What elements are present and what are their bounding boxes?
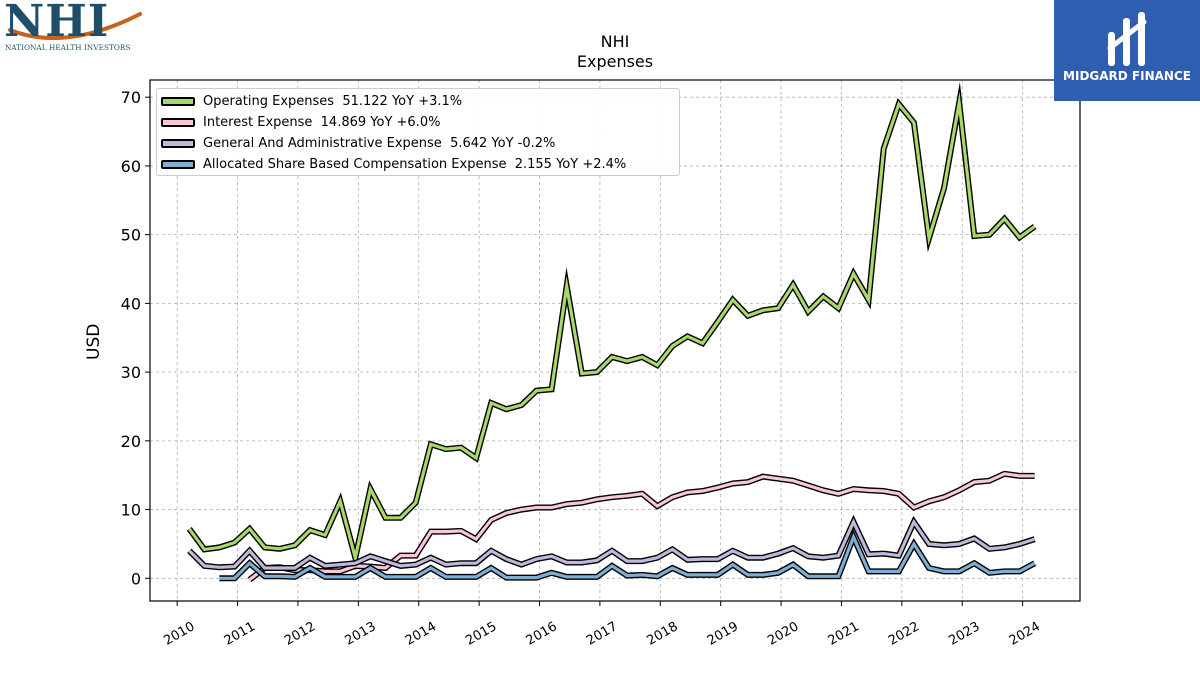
legend-swatch bbox=[161, 96, 195, 106]
x-tick-label: 2021 bbox=[826, 619, 862, 649]
chart-legend: Operating Expenses 51.122 YoY +3.1% Inte… bbox=[156, 88, 680, 176]
y-tick-label: 60 bbox=[121, 157, 141, 176]
series-line bbox=[188, 91, 1036, 565]
x-tick-label: 2024 bbox=[1007, 619, 1043, 649]
chart-title: NHI bbox=[600, 32, 630, 51]
x-tick-label: 2018 bbox=[644, 619, 680, 649]
legend-item-operating-expenses: Operating Expenses 51.122 YoY +3.1% bbox=[161, 91, 462, 111]
y-tick-label: 0 bbox=[131, 569, 141, 588]
x-tick-label: 2013 bbox=[343, 619, 379, 649]
x-tick-label: 2016 bbox=[524, 619, 560, 649]
x-tick-label: 2023 bbox=[946, 619, 982, 649]
logo-subtitle: NATIONAL HEALTH INVESTORS bbox=[5, 43, 131, 52]
x-tick-label: 2022 bbox=[886, 619, 922, 649]
legend-item-share-based-compensation: Allocated Share Based Compensation Expen… bbox=[161, 154, 626, 174]
legend-swatch bbox=[161, 138, 195, 148]
y-tick-label: 40 bbox=[121, 294, 141, 313]
y-tick-label: 20 bbox=[121, 432, 141, 451]
x-tick-label: 2011 bbox=[222, 619, 258, 649]
series-line bbox=[248, 472, 1035, 581]
legend-item-interest-expense: Interest Expense 14.869 YoY +6.0% bbox=[161, 112, 440, 132]
series-line bbox=[188, 518, 1036, 570]
y-tick-label: 30 bbox=[121, 363, 141, 382]
chart-subtitle: Expenses bbox=[576, 52, 654, 71]
midgard-finance-logo: MIDGARD FINANCE bbox=[1054, 0, 1200, 101]
x-tick-label: 2019 bbox=[705, 619, 741, 649]
y-axis-label: USD bbox=[84, 323, 104, 360]
nhi-logo: NHI NATIONAL HEALTH INVESTORS bbox=[4, 0, 146, 54]
x-tick-label: 2015 bbox=[463, 619, 499, 649]
plot-frame bbox=[149, 79, 1081, 602]
midgard-mark-icon bbox=[1107, 12, 1147, 66]
y-tick-label: 70 bbox=[121, 88, 141, 107]
legend-label: Allocated Share Based Compensation Expen… bbox=[203, 156, 627, 172]
legend-item-general-administrative: General And Administrative Expense 5.642… bbox=[161, 133, 555, 153]
legend-label: Operating Expenses 51.122 YoY +3.1% bbox=[203, 93, 463, 109]
x-tick-label: 2017 bbox=[584, 619, 620, 649]
x-tick-label: 2012 bbox=[282, 619, 318, 649]
x-tick-label: 2010 bbox=[161, 619, 197, 649]
logo-swoosh-icon bbox=[8, 12, 142, 40]
midgard-finance-name: MIDGARD FINANCE bbox=[1063, 69, 1191, 83]
logo-text: NHI bbox=[4, 0, 110, 47]
legend-label: General And Administrative Expense 5.642… bbox=[203, 135, 556, 151]
legend-swatch bbox=[161, 117, 195, 127]
y-tick-label: 50 bbox=[121, 226, 141, 245]
legend-swatch bbox=[161, 159, 195, 169]
series-line bbox=[219, 532, 1036, 580]
y-tick-label: 10 bbox=[121, 501, 141, 520]
legend-label: Interest Expense 14.869 YoY +6.0% bbox=[203, 114, 441, 130]
x-tick-label: 2014 bbox=[403, 619, 439, 649]
x-tick-label: 2020 bbox=[765, 619, 801, 649]
